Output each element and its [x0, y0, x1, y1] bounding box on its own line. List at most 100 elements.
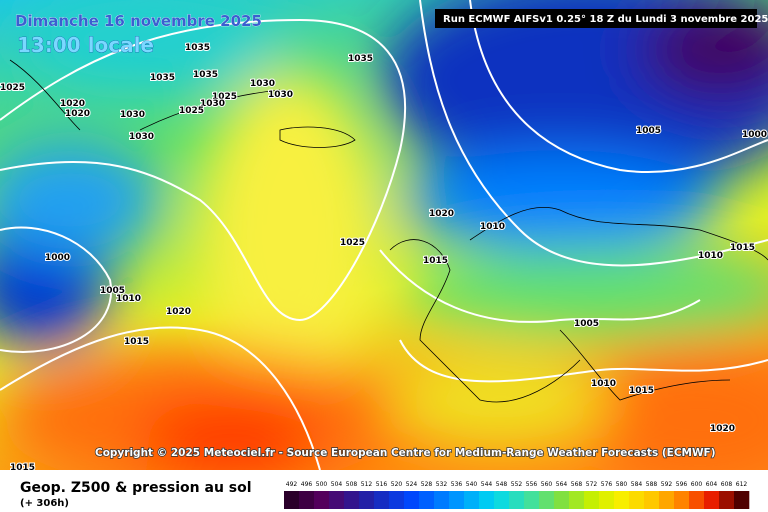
- scale-label: 596: [676, 481, 688, 488]
- scale-swatch: [404, 491, 420, 509]
- isobar-label: 1035: [185, 43, 210, 53]
- scale-swatch: [494, 491, 510, 509]
- run-info: Run ECMWF AIFSv1 0.25° 18 Z du Lundi 3 n…: [443, 14, 768, 25]
- scale-label: 592: [661, 481, 673, 488]
- isobar-label: 1020: [60, 99, 85, 109]
- map-field: [0, 0, 768, 490]
- scale-swatch: [299, 491, 315, 509]
- scale-label: 544: [481, 481, 493, 488]
- scale-label: 556: [526, 481, 538, 488]
- scale-label: 508: [346, 481, 358, 488]
- isobar-label: 1030: [120, 110, 145, 120]
- scale-label: 512: [361, 481, 373, 488]
- isobar-label: 1035: [150, 73, 175, 83]
- scale-swatch: [419, 491, 435, 509]
- product-title: Geop. Z500 & pression au sol: [20, 480, 252, 496]
- scale-swatch: [704, 491, 720, 509]
- isobar-label: 1005: [636, 126, 661, 136]
- scale-label: 572: [586, 481, 598, 488]
- isobar-label: 1020: [166, 307, 191, 317]
- isobar-label: 1020: [65, 109, 90, 119]
- scale-swatch: [464, 491, 480, 509]
- scale-label: 548: [496, 481, 508, 488]
- scale-swatch: [734, 491, 750, 509]
- isobar-label: 1020: [429, 209, 454, 219]
- isobar-label: 1025: [340, 238, 365, 248]
- isobar-label: 1025: [179, 106, 204, 116]
- scale-swatch: [359, 491, 375, 509]
- copyright: Copyright © 2025 Meteociel.fr - Source E…: [95, 447, 716, 459]
- forecast-time: 13:00 locale: [17, 33, 154, 57]
- scale-swatch: [614, 491, 630, 509]
- scale-label: 516: [376, 481, 388, 488]
- scale-swatch: [689, 491, 705, 509]
- scale-label: 584: [631, 481, 643, 488]
- scale-swatch: [284, 491, 300, 509]
- scale-label: 564: [556, 481, 568, 488]
- scale-swatch: [659, 491, 675, 509]
- scale-swatch: [344, 491, 360, 509]
- isobar-label: 1015: [124, 337, 149, 347]
- isobar-label: 1015: [629, 386, 654, 396]
- isobar-label: 1000: [742, 130, 767, 140]
- isobar-label: 1005: [100, 286, 125, 296]
- scale-swatch: [509, 491, 525, 509]
- scale-swatch: [434, 491, 450, 509]
- scale-swatch: [629, 491, 645, 509]
- isobar-label: 1035: [193, 70, 218, 80]
- isobar-label: 1010: [116, 294, 141, 304]
- scale-label: 576: [601, 481, 613, 488]
- scale-label: 504: [331, 481, 343, 488]
- scale-label: 560: [541, 481, 553, 488]
- isobar-label: 1010: [480, 222, 505, 232]
- isobar-label: 1000: [45, 253, 70, 263]
- isobar-label: 1010: [591, 379, 616, 389]
- scale-swatch: [449, 491, 465, 509]
- scale-label: 600: [691, 481, 703, 488]
- scale-swatch: [554, 491, 570, 509]
- isobar-label: 1015: [423, 256, 448, 266]
- scale-label: 608: [721, 481, 733, 488]
- isobar-label: 1005: [574, 319, 599, 329]
- scale-label: 612: [736, 481, 748, 488]
- scale-swatch: [569, 491, 585, 509]
- scale-label: 580: [616, 481, 628, 488]
- scale-label: 588: [646, 481, 658, 488]
- scale-label: 552: [511, 481, 523, 488]
- scale-label: 520: [391, 481, 403, 488]
- scale-swatch: [719, 491, 735, 509]
- scale-swatch: [329, 491, 345, 509]
- scale-swatch: [599, 491, 615, 509]
- isobar-label: 1030: [250, 79, 275, 89]
- isobar-label: 1015: [730, 243, 755, 253]
- scale-label: 536: [451, 481, 463, 488]
- isobar-label: 1030: [200, 99, 225, 109]
- isobar-label: 1030: [268, 90, 293, 100]
- scale-label: 492: [286, 481, 298, 488]
- scale-swatch: [644, 491, 660, 509]
- scale-label: 528: [421, 481, 433, 488]
- color-scale: 492 496 500 504 508 512 516 520 524 528 532 536 540 5…: [284, 481, 750, 509]
- scale-label: 540: [466, 481, 478, 488]
- run-banner: [435, 9, 757, 28]
- scale-label: 524: [406, 481, 418, 488]
- scale-label: 568: [571, 481, 583, 488]
- isobar-label: 1025: [0, 83, 25, 93]
- isobar-label: 1030: [129, 132, 154, 142]
- isobar-label: 1035: [348, 54, 373, 64]
- lead-time: (+ 306h): [20, 498, 69, 509]
- scale-label: 500: [316, 481, 328, 488]
- scale-swatch: [584, 491, 600, 509]
- scale-swatch: [389, 491, 405, 509]
- scale-label: 496: [301, 481, 313, 488]
- forecast-date: Dimanche 16 novembre 2025: [15, 12, 262, 30]
- scale-swatch: [479, 491, 495, 509]
- isobar-label: 1025: [212, 92, 237, 102]
- scale-swatch: [524, 491, 540, 509]
- scale-label: 532: [436, 481, 448, 488]
- scale-swatch: [374, 491, 390, 509]
- isobar-label: 1010: [698, 251, 723, 261]
- scale-swatch: [674, 491, 690, 509]
- scale-swatch: [539, 491, 555, 509]
